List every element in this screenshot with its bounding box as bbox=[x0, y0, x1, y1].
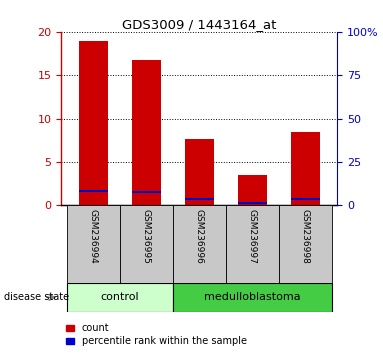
Bar bbox=[291, 132, 320, 205]
Text: GSM236994: GSM236994 bbox=[88, 209, 98, 264]
Bar bbox=[279, 205, 332, 283]
Title: GDS3009 / 1443164_at: GDS3009 / 1443164_at bbox=[122, 18, 277, 31]
Bar bbox=[79, 41, 108, 205]
Bar bbox=[185, 198, 214, 200]
Bar bbox=[185, 138, 214, 205]
Text: GSM236996: GSM236996 bbox=[195, 209, 204, 264]
Bar bbox=[79, 190, 108, 192]
Bar bbox=[173, 205, 226, 283]
Bar bbox=[237, 202, 267, 204]
Text: control: control bbox=[100, 292, 139, 302]
Bar bbox=[226, 205, 279, 283]
Text: GSM236998: GSM236998 bbox=[301, 209, 310, 264]
Bar bbox=[131, 191, 161, 193]
Text: GSM236997: GSM236997 bbox=[248, 209, 257, 264]
Bar bbox=[119, 205, 173, 283]
Bar bbox=[67, 205, 119, 283]
Legend: count, percentile rank within the sample: count, percentile rank within the sample bbox=[66, 324, 247, 346]
Text: disease state: disease state bbox=[4, 292, 69, 302]
Bar bbox=[173, 283, 332, 312]
Bar bbox=[291, 198, 320, 200]
Text: GSM236995: GSM236995 bbox=[142, 209, 151, 264]
Bar bbox=[67, 283, 173, 312]
Bar bbox=[237, 175, 267, 205]
Bar bbox=[131, 61, 161, 205]
Text: medulloblastoma: medulloblastoma bbox=[204, 292, 301, 302]
